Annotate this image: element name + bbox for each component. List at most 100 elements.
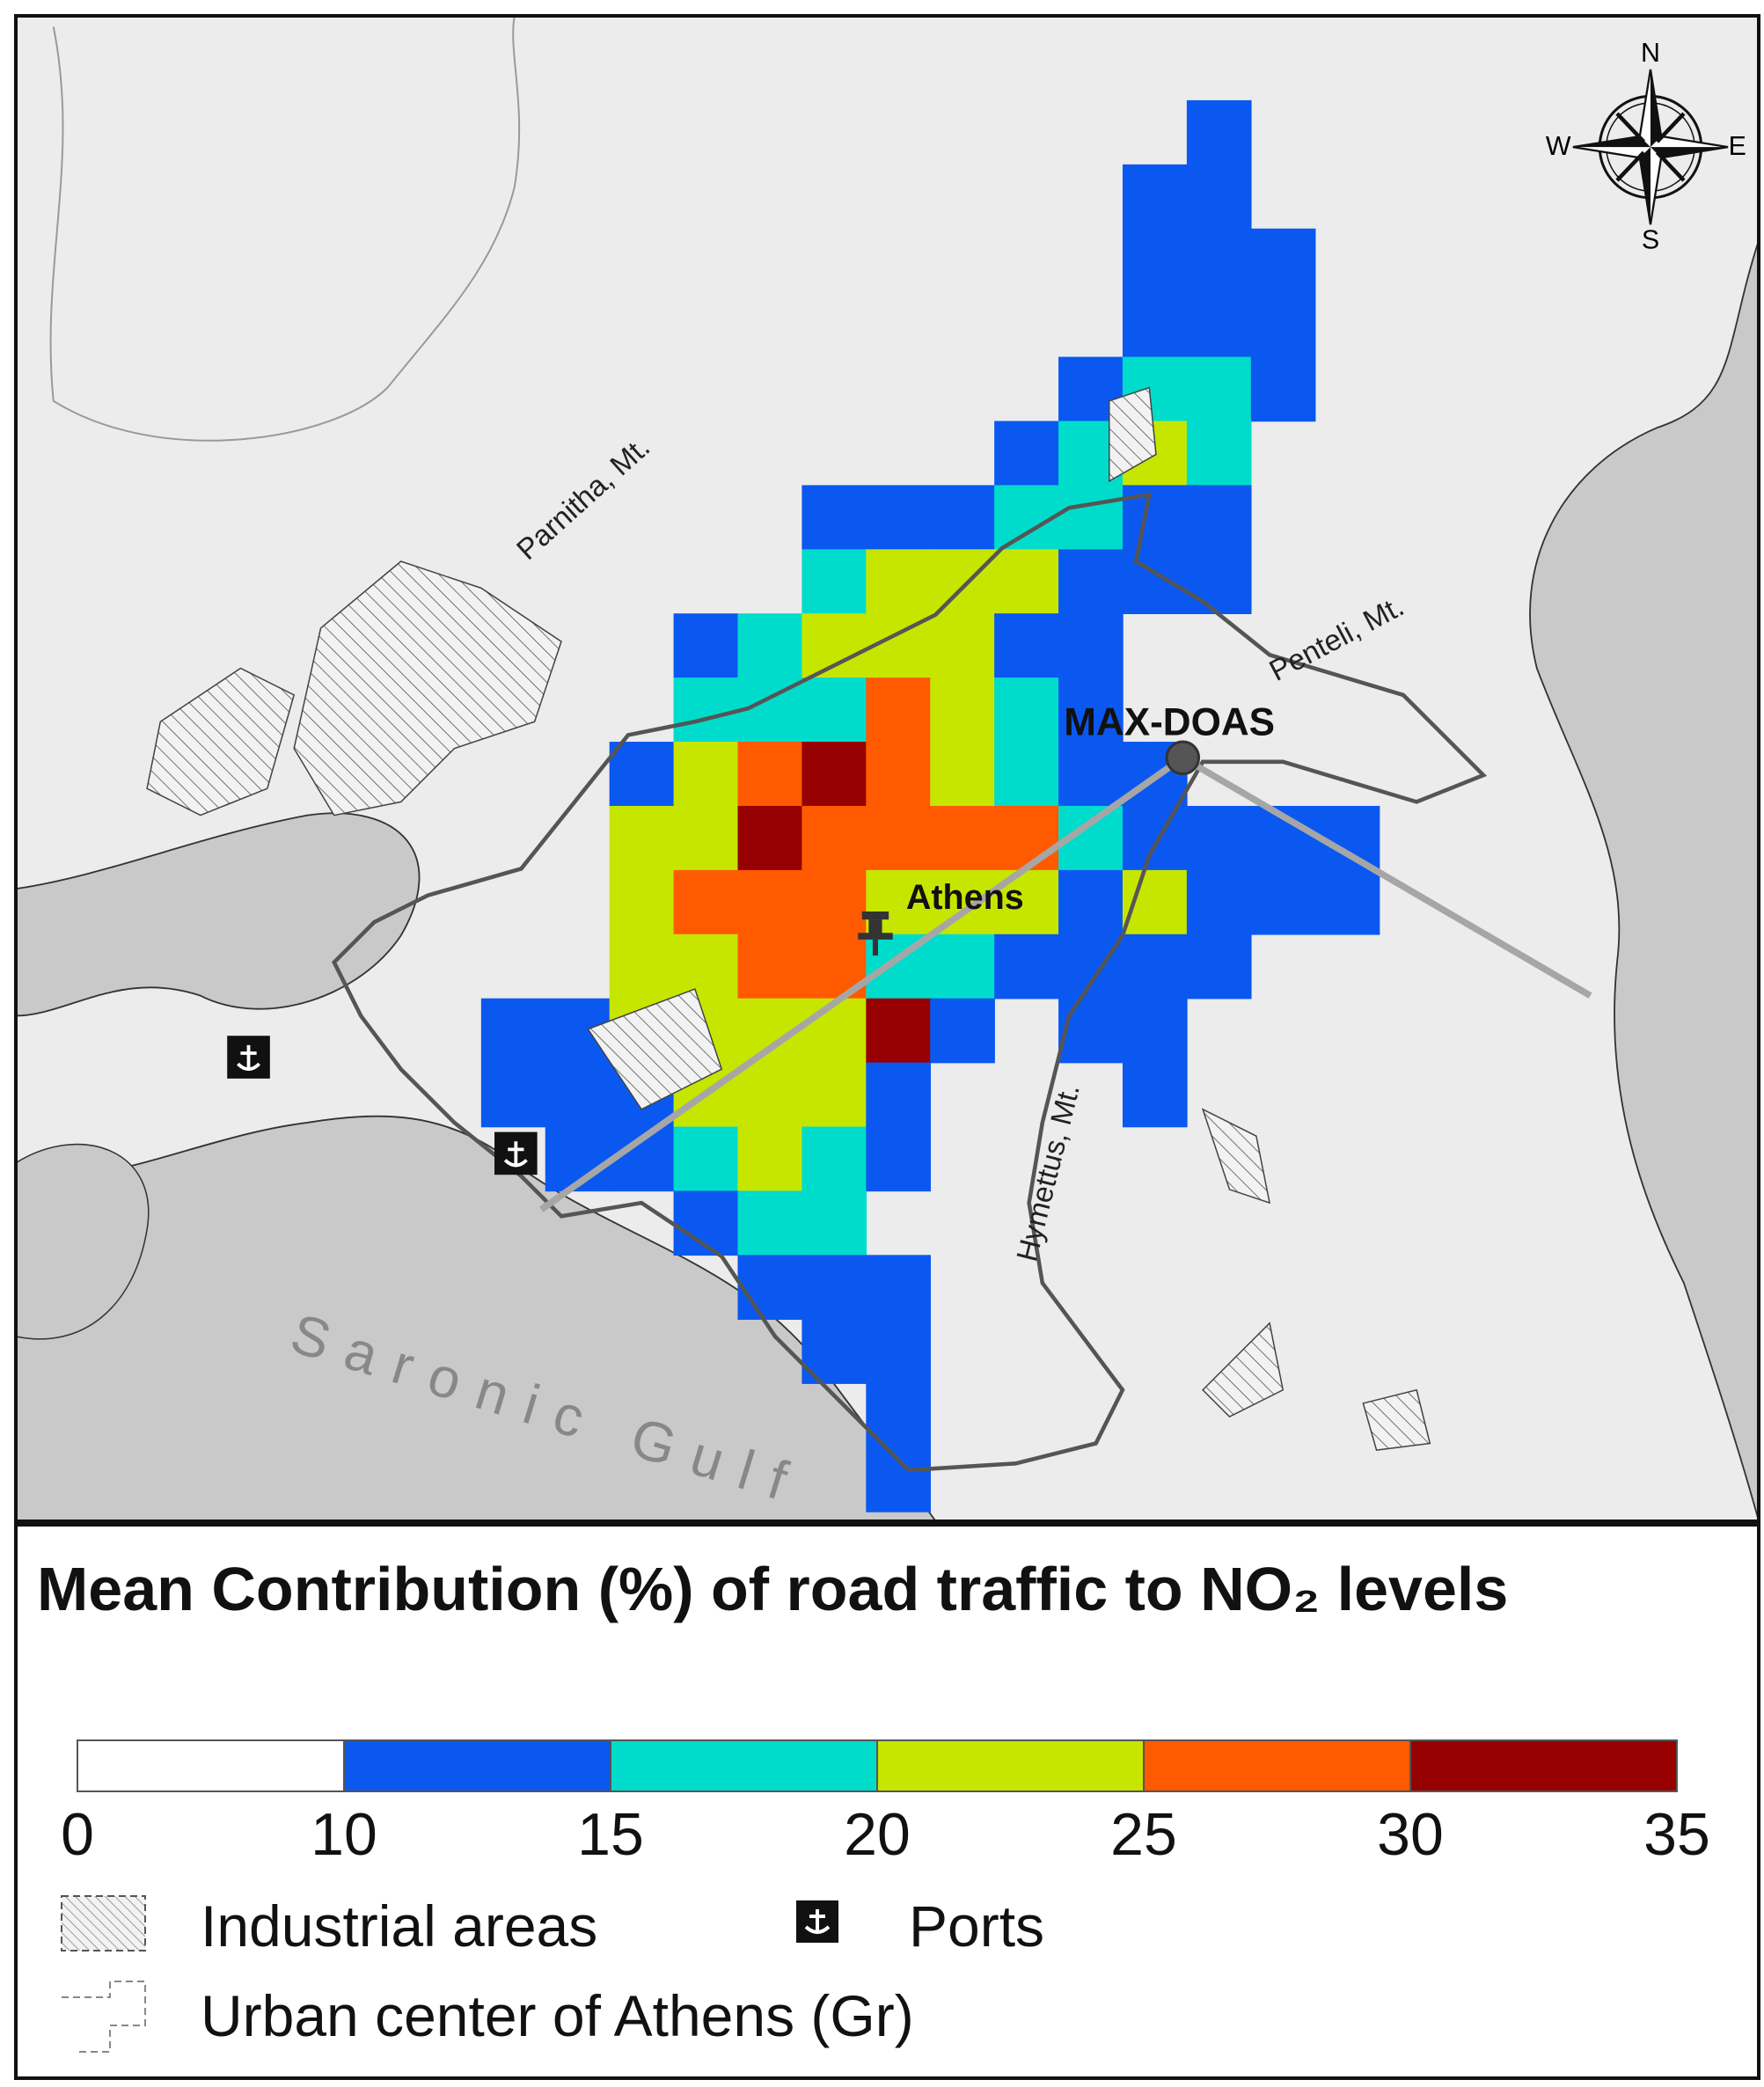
grid-cell <box>1058 869 1124 935</box>
grid-cell <box>1250 356 1316 422</box>
grid-cell <box>480 998 546 1064</box>
map-frame <box>14 14 1760 1523</box>
grid-cell <box>866 485 931 551</box>
city-label: Athens <box>906 878 1024 917</box>
grid-cell <box>866 549 931 614</box>
industrial-area <box>1202 1322 1285 1418</box>
grid-cell <box>1058 934 1124 1000</box>
color-scale: 0 10 15 20 25 30 35 <box>61 1739 1710 1868</box>
grid-cell <box>673 934 739 1000</box>
urban-icon <box>62 1981 146 2053</box>
scale-tick-label: 25 <box>1110 1801 1177 1868</box>
legend-label: Industrial areas <box>201 1893 597 1959</box>
legend-title: Mean Contribution (%) of road traffic to… <box>37 1555 1509 1623</box>
grid-cell <box>1058 485 1124 551</box>
industrial-area <box>587 988 723 1110</box>
grid-cell <box>994 742 1059 807</box>
athens-pin <box>858 911 893 956</box>
grid-cell <box>801 485 867 551</box>
grid-cell <box>801 869 867 935</box>
grid-cell <box>994 677 1059 743</box>
grid-cell <box>673 613 739 678</box>
grid-cell <box>1186 99 1252 165</box>
grid-cell <box>801 1062 867 1128</box>
grid-cell <box>673 1126 739 1192</box>
grid-cell <box>866 1062 931 1128</box>
port-icon <box>796 1900 838 1943</box>
color-segment <box>343 1739 611 1792</box>
industrial-area <box>146 667 296 816</box>
grid-cell <box>994 613 1059 678</box>
grid-cell <box>801 805 867 871</box>
scale-tick-label: 10 <box>311 1801 377 1868</box>
grid-cell <box>994 549 1059 614</box>
grid-cell <box>1314 869 1380 935</box>
grid-cell <box>930 998 995 1064</box>
grid-cell <box>673 869 739 935</box>
legend-frame <box>14 1523 1760 2080</box>
grid-cell <box>737 869 803 935</box>
grid-cell <box>1186 805 1252 871</box>
color-segment <box>610 1739 878 1792</box>
compass-label: E <box>1729 131 1746 161</box>
grid-cell <box>801 613 867 678</box>
grid-cell <box>994 805 1059 871</box>
grid-cell <box>930 613 995 678</box>
sea-west <box>16 1143 150 1340</box>
industrial-icon <box>61 1895 146 1952</box>
grid-cell <box>866 677 931 743</box>
industrial-area <box>1109 386 1157 483</box>
grid-cell <box>1186 421 1252 487</box>
grid-cell <box>1186 292 1252 358</box>
grid-cell <box>1122 485 1188 551</box>
scale-tick-label: 20 <box>844 1801 911 1868</box>
grid-cell <box>673 677 739 743</box>
grid-cell <box>866 998 931 1064</box>
grid-cell <box>801 1126 867 1192</box>
grid-cell <box>1058 742 1124 807</box>
grid-cell <box>737 1255 803 1321</box>
grid-cell <box>1250 292 1316 358</box>
grid-cell <box>1186 228 1252 294</box>
grid-cell <box>801 998 867 1064</box>
grid-cell <box>1186 485 1252 551</box>
grid-cell <box>866 1255 931 1321</box>
grid-cell <box>737 742 803 807</box>
grid-cell <box>737 613 803 678</box>
grid-cell <box>1186 869 1252 935</box>
grid-cell <box>737 934 803 1000</box>
grid-cell <box>866 1319 931 1384</box>
grid-cell <box>737 1190 803 1256</box>
grid-cell <box>673 805 739 871</box>
industrial-area <box>1201 1108 1271 1205</box>
grid-cell <box>1250 869 1316 935</box>
grid-cell <box>1250 228 1316 294</box>
grid-cell <box>609 742 675 807</box>
station-label: MAX-DOAS <box>1064 700 1275 743</box>
grid-cell <box>1122 998 1188 1064</box>
region-border <box>49 16 521 442</box>
grid-cell <box>930 677 995 743</box>
grid-cell <box>866 742 931 807</box>
grid-cell <box>1122 292 1188 358</box>
max-doas-station <box>1165 740 1201 776</box>
grid-cell <box>609 869 675 935</box>
viewing-direction <box>1181 754 1592 999</box>
color-segment <box>1409 1739 1678 1792</box>
grid-cell <box>930 805 995 871</box>
legend-label: Ports <box>909 1893 1044 1959</box>
color-segment <box>77 1739 345 1792</box>
viewing-direction <box>539 755 1185 1212</box>
grid-cell <box>930 485 995 551</box>
grid-cell <box>737 805 803 871</box>
grid-cell <box>866 805 931 871</box>
industrial-areas <box>146 386 1431 1451</box>
grid-cell <box>1058 998 1124 1064</box>
grid-cell <box>609 805 675 871</box>
legend-label: Urban center of Athens (Gr) <box>201 1983 914 2048</box>
grid-cell <box>930 742 995 807</box>
compass-label: W <box>1546 131 1571 161</box>
sea-east <box>1529 240 1760 1521</box>
grid-cell <box>1186 549 1252 614</box>
